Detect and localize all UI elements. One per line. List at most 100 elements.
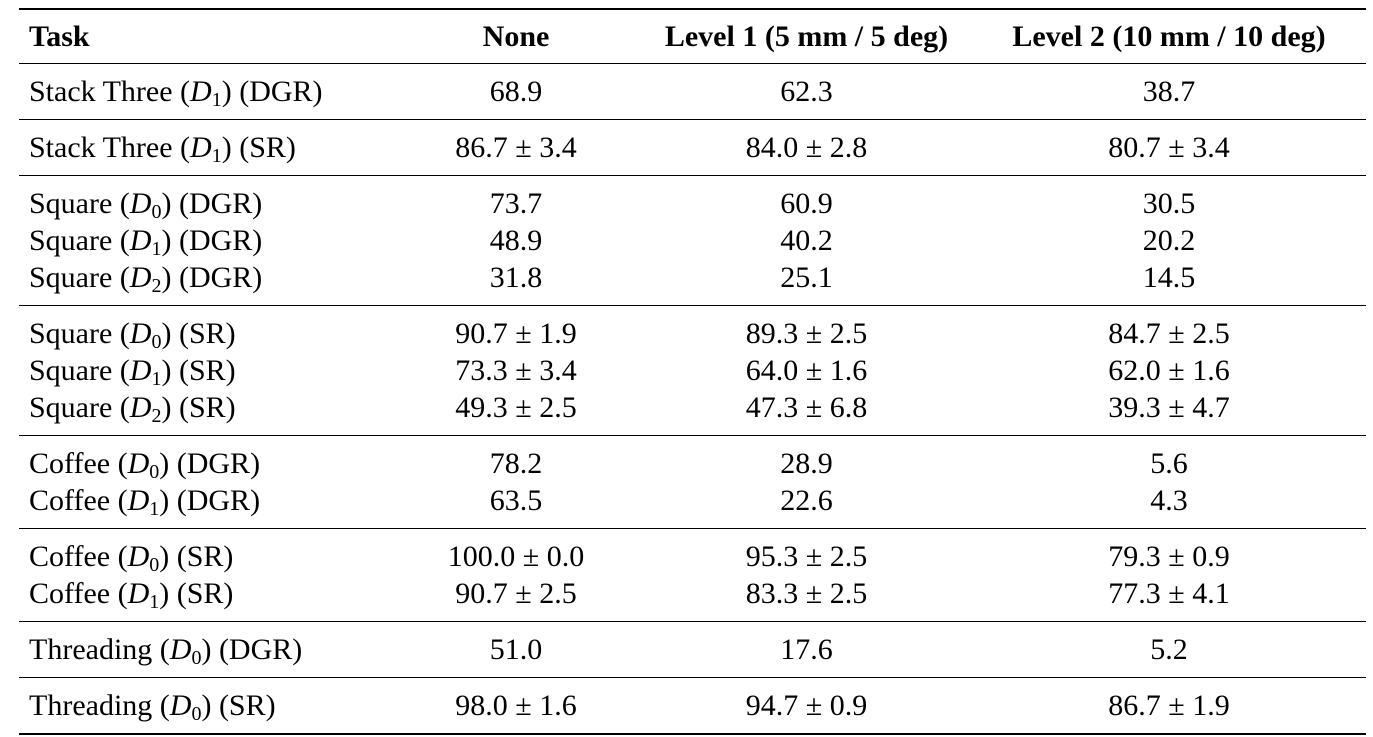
cell-level1: 62.3 [780, 75, 833, 108]
cell-none: 86.7 ± 3.4 [455, 131, 577, 164]
dataset-variable: D0 [128, 540, 160, 576]
dataset-letter: D [129, 224, 152, 257]
dataset-index: 1 [151, 368, 162, 390]
row-group: Stack Three (D1) (DGR) 68.9 62.3 38.7 [19, 64, 1366, 120]
table-row: Square (D1) (SR) 73.3 ± 3.4 64.0 ± 1.6 62.0… [19, 352, 1366, 389]
cell-task: Coffee (D1) (SR) [19, 575, 391, 622]
dataset-letter: D [190, 131, 212, 164]
cell-none: 48.9 [489, 224, 543, 257]
task-name: Stack Three ( [29, 75, 191, 108]
dataset-variable: D0 [129, 187, 162, 222]
row-group: Square (D0) (DGR) 73.7 60.9 30.5 Square (D1)… [19, 176, 1366, 306]
cell-task: Square (D0) (SR) [19, 306, 391, 353]
dataset-variable: D1 [129, 224, 162, 260]
cell-none: 31.8 [489, 261, 543, 294]
cell-level1: 22.6 [780, 484, 833, 517]
dataset-variable: D0 [170, 633, 202, 669]
dataset-letter: D [190, 75, 212, 108]
cell-task: Threading (D0) (SR) [19, 678, 391, 735]
cell-none: 73.3 ± 3.4 [455, 354, 577, 387]
cell-level2: 14.5 [1142, 261, 1196, 294]
row-group: Coffee (D0) (DGR) 78.2 28.9 5.6 Coffee (D1) … [19, 436, 1366, 529]
task-method: ) (SR) [161, 354, 236, 387]
dataset-letter: D [129, 187, 152, 220]
results-table: Task None Level 1 (5 mm / 5 deg) Level 2… [19, 8, 1366, 735]
dataset-index: 0 [151, 331, 162, 353]
cell-task: Coffee (D1) (DGR) [19, 482, 391, 529]
header-level2: Level 2 (10 mm / 10 deg) [972, 8, 1366, 64]
table-row: Square (D2) (DGR) 31.8 25.1 14.5 [19, 259, 1366, 306]
table-row: Square (D2) (SR) 49.3 ± 2.5 47.3 ± 6.8 39.3… [19, 389, 1366, 436]
cell-level2: 20.2 [1142, 224, 1196, 257]
task-name: Square ( [29, 354, 130, 387]
dataset-index: 0 [191, 703, 202, 725]
cell-none: 73.7 [489, 187, 543, 220]
table-row: Threading (D0) (SR) 98.0 ± 1.6 94.7 ± 0.9 8… [19, 678, 1366, 735]
dataset-index: 0 [191, 647, 202, 669]
cell-level2: 86.7 ± 1.9 [1108, 689, 1230, 722]
dataset-variable: D0 [169, 689, 202, 725]
task-method: ) (SR) [159, 540, 234, 573]
cell-level2: 5.6 [1150, 447, 1188, 480]
task-name: Threading ( [29, 689, 170, 722]
cell-level1: 40.2 [780, 224, 833, 257]
dataset-index: 2 [151, 275, 162, 297]
header-task: Task [19, 8, 391, 64]
dataset-variable: D1 [190, 75, 222, 111]
task-name: Square ( [29, 317, 130, 350]
cell-task: Square (D1) (DGR) [19, 222, 391, 259]
cell-task: Coffee (D0) (DGR) [19, 436, 391, 483]
dataset-letter: D [129, 261, 152, 294]
dataset-index: 1 [149, 498, 160, 520]
cell-none: 100.0 ± 0.0 [447, 540, 585, 573]
task-name: Threading ( [29, 633, 170, 666]
task-method: ) (DGR) [161, 187, 263, 220]
header-none: None [391, 8, 641, 64]
cell-level1: 25.1 [780, 261, 833, 294]
dataset-letter: D [129, 354, 152, 387]
cell-level1: 28.9 [780, 447, 833, 480]
dataset-variable: D2 [129, 261, 162, 297]
task-method: ) (DGR) [201, 633, 303, 666]
table-row: Stack Three (D1) (DGR) 68.9 62.3 38.7 [19, 64, 1366, 120]
cell-level2: 39.3 ± 4.7 [1108, 391, 1230, 424]
cell-none: 78.2 [489, 447, 543, 480]
cell-level1: 89.3 ± 2.5 [745, 317, 868, 350]
cell-level1: 60.9 [780, 187, 833, 220]
row-group: Stack Three (D1) (SR) 86.7 ± 3.4 84.0 ± 2.… [19, 120, 1366, 176]
cell-task: Stack Three (D1) (DGR) [19, 64, 391, 120]
cell-level1: 47.3 ± 6.8 [745, 391, 868, 424]
task-method: ) (DGR) [221, 75, 323, 108]
header-level1: Level 1 (5 mm / 5 deg) [641, 8, 972, 64]
cell-level1: 94.7 ± 0.9 [745, 689, 868, 722]
cell-none: 68.9 [489, 75, 543, 108]
table-row: Square (D0) (DGR) 73.7 60.9 30.5 [19, 176, 1366, 222]
row-group: Coffee (D0) (SR) 100.0 ± 0.0 95.3 ± 2.5 79.… [19, 529, 1366, 622]
dataset-letter: D [127, 484, 150, 517]
dataset-variable: D2 [130, 391, 162, 426]
dataset-index: 1 [211, 145, 222, 167]
row-group: Threading (D0) (SR) 98.0 ± 1.6 94.7 ± 0.9 8… [19, 678, 1366, 735]
dataset-variable: D1 [127, 484, 160, 520]
dataset-index: 0 [149, 461, 160, 483]
task-name: Square ( [29, 224, 130, 257]
dataset-index: 1 [151, 238, 162, 260]
dataset-letter: D [169, 689, 192, 722]
cell-none: 90.7 ± 2.5 [455, 577, 577, 610]
dataset-index: 0 [149, 554, 160, 576]
cell-level1: 64.0 ± 1.6 [745, 354, 868, 387]
dataset-letter: D [127, 447, 150, 480]
cell-level1: 17.6 [780, 633, 833, 666]
dataset-variable: D1 [129, 354, 162, 390]
table-row: Coffee (D1) (SR) 90.7 ± 2.5 83.3 ± 2.5 77.3… [19, 575, 1366, 622]
table-row: Stack Three (D1) (SR) 86.7 ± 3.4 84.0 ± 2.… [19, 120, 1366, 176]
table-header: Task None Level 1 (5 mm / 5 deg) Level 2… [19, 8, 1366, 64]
task-method: ) (SR) [161, 317, 236, 350]
task-name: Square ( [29, 187, 130, 220]
dataset-variable: D1 [190, 131, 222, 167]
task-method: ) (SR) [161, 391, 236, 424]
dataset-index: 1 [211, 89, 222, 111]
cell-level2: 79.3 ± 0.9 [1108, 540, 1230, 573]
dataset-letter: D [129, 317, 152, 350]
cell-task: Square (D1) (SR) [19, 352, 391, 389]
